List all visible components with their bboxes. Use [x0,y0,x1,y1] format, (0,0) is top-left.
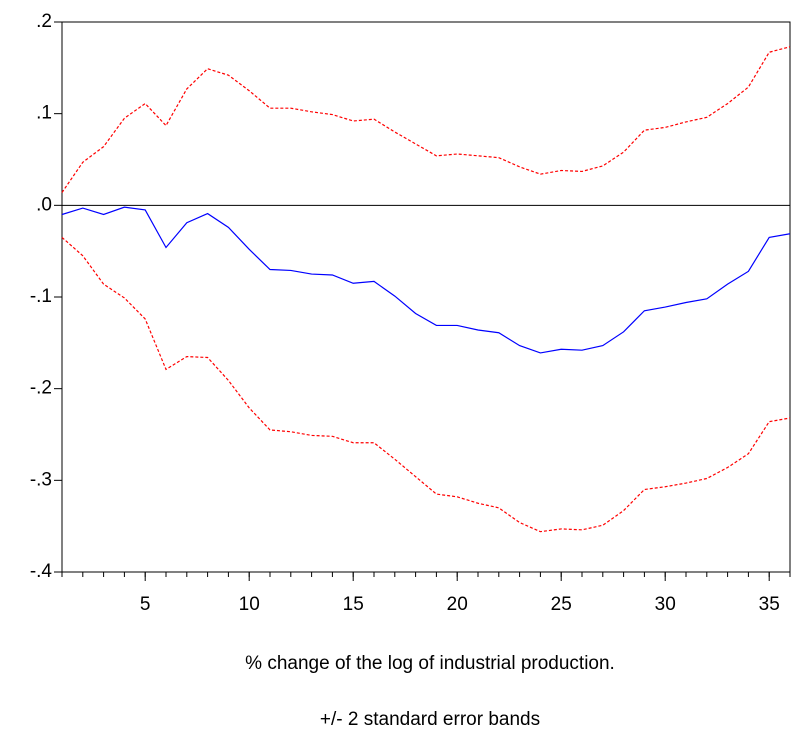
plot-frame [61,21,791,573]
x-tick-label: 15 [343,594,364,615]
x-tick-label: 30 [655,594,676,615]
series-line [61,236,791,533]
x-tick-label: 25 [551,594,572,615]
x-tick-label: 35 [759,594,780,615]
y-tick-label: .1 [36,103,52,124]
x-tick-label: 10 [239,594,260,615]
x-tick-label: 20 [447,594,468,615]
chart-title: % change of the log of industrial produc… [245,653,615,674]
y-tick-label: -.3 [30,469,52,490]
series-line [61,46,791,193]
y-tick-label: .0 [36,194,52,215]
series-line [61,206,791,354]
y-tick-label: -.2 [30,378,52,399]
y-tick-label: -.4 [30,561,53,582]
chart-subtitle: +/- 2 standard error bands [320,709,540,730]
x-tick-label: 5 [140,594,151,615]
y-tick-label: -.1 [30,286,52,307]
y-tick-label: .2 [36,11,52,32]
